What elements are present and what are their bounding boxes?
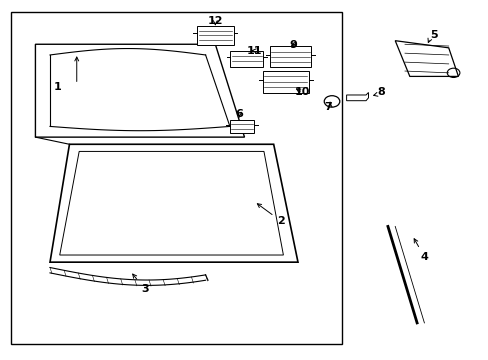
Text: 6: 6 xyxy=(235,109,243,119)
Text: 2: 2 xyxy=(257,204,284,226)
Bar xyxy=(197,26,233,45)
Text: 11: 11 xyxy=(246,46,262,56)
Text: 3: 3 xyxy=(132,274,148,294)
Text: 1: 1 xyxy=(53,82,61,92)
Text: 5: 5 xyxy=(429,30,437,40)
Text: 9: 9 xyxy=(288,40,296,50)
Text: 8: 8 xyxy=(377,87,385,98)
Text: 10: 10 xyxy=(295,87,310,98)
Bar xyxy=(11,12,341,344)
Bar xyxy=(230,50,263,67)
Bar xyxy=(229,120,254,133)
Text: 7: 7 xyxy=(324,102,331,112)
Bar xyxy=(262,71,308,93)
Text: 4: 4 xyxy=(413,239,427,262)
Bar xyxy=(269,46,311,67)
Text: 12: 12 xyxy=(207,16,223,26)
